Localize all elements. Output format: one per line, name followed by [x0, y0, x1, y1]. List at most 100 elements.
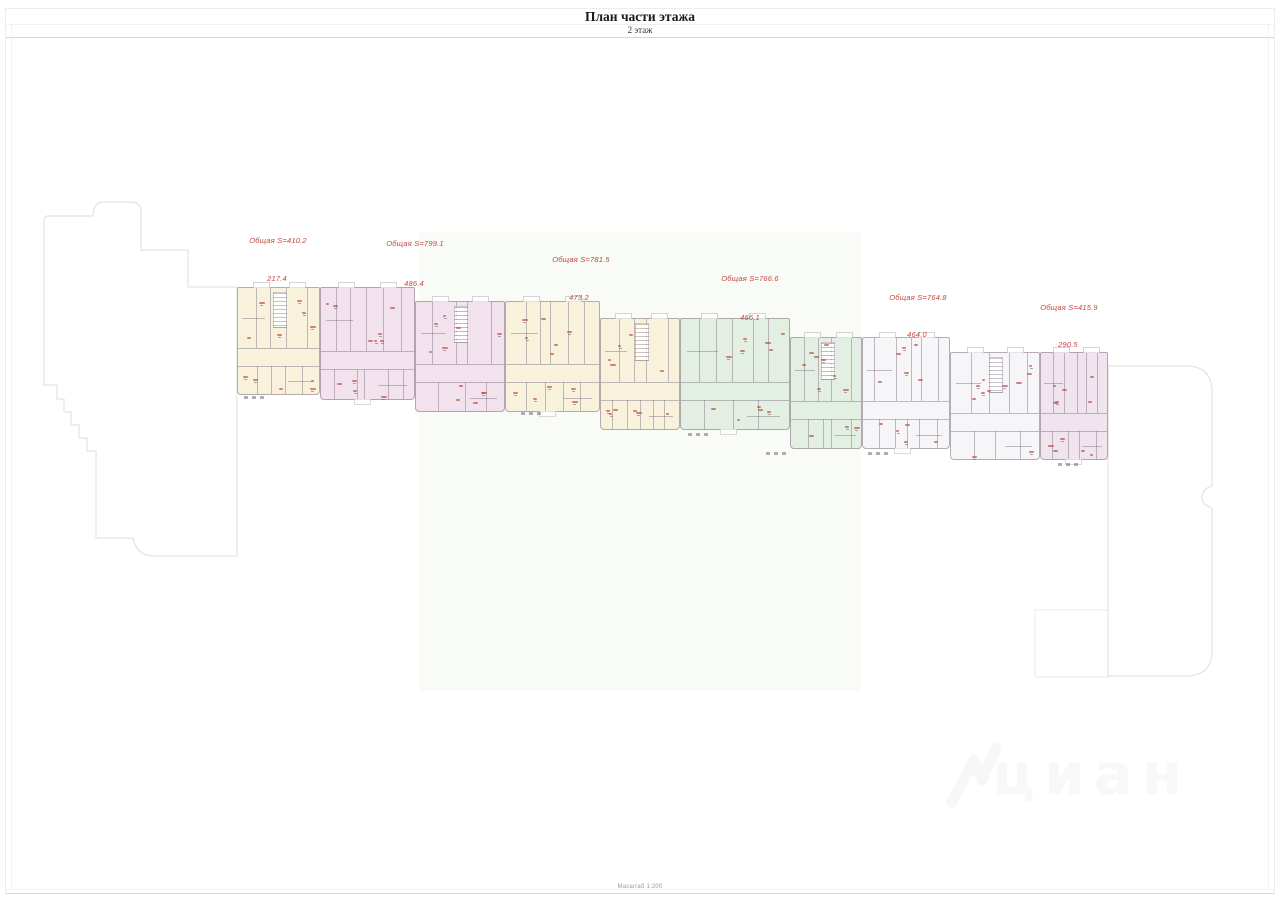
room-area-mark — [550, 353, 554, 355]
balcony-outline — [749, 313, 766, 319]
floor-subtitle: 2 этаж — [627, 25, 653, 35]
title-separator-line — [5, 37, 1275, 38]
room-area-mark — [443, 315, 446, 317]
room-area-mark — [380, 340, 384, 342]
room-dim-mark — [744, 341, 747, 343]
room-area-mark — [737, 419, 740, 421]
room-area-mark — [297, 300, 302, 302]
plan-section — [790, 332, 862, 449]
stairwell-hatch — [635, 323, 649, 361]
room-area-mark — [904, 372, 909, 374]
room-area-mark — [609, 413, 612, 415]
room-area-mark — [809, 435, 814, 437]
room-area-mark — [814, 356, 819, 358]
room-area-mark — [878, 381, 882, 383]
room-dim-mark — [514, 395, 517, 397]
room-dim-mark — [768, 414, 771, 416]
room-dim-mark — [905, 375, 908, 377]
balcony-outline — [1053, 347, 1070, 353]
room-area-mark — [259, 302, 265, 304]
balcony-outline — [894, 448, 911, 454]
room-dim-mark — [354, 393, 357, 395]
room-dim-mark — [260, 305, 263, 307]
room-area-mark — [608, 359, 611, 361]
page-title: План части этажа — [584, 9, 696, 24]
room-dim-mark — [278, 337, 281, 339]
room-dim-mark — [727, 359, 730, 361]
room-area-mark — [1090, 454, 1093, 456]
room-area-mark — [666, 413, 669, 415]
room-area-mark — [459, 385, 463, 387]
balcony-outline — [918, 332, 935, 338]
left-building-outline — [43, 201, 238, 557]
area-total-label: Общая S=781.5 — [552, 255, 610, 264]
room-area-mark — [845, 426, 849, 428]
area-total-label: Общая S=766.6 — [721, 274, 779, 283]
room-area-mark — [554, 344, 558, 346]
balcony-outline — [804, 332, 821, 338]
stairwell-hatch — [273, 292, 287, 328]
room-area-mark — [758, 409, 763, 411]
area-part-label: 464.0 — [907, 330, 927, 339]
room-area-mark — [1029, 365, 1032, 367]
room-area-mark — [914, 344, 918, 346]
plan-section — [680, 313, 790, 435]
room-area-mark — [636, 412, 642, 414]
balcony-outline — [879, 332, 896, 338]
room-area-mark — [629, 334, 633, 336]
room-area-mark — [972, 456, 977, 458]
room-area-mark — [726, 356, 732, 358]
area-total-label: Общая S=410.2 — [249, 236, 307, 245]
plan-section — [415, 296, 505, 412]
balcony-outline — [289, 282, 306, 288]
room-dim-mark — [444, 318, 447, 320]
room-dim-mark — [548, 389, 551, 391]
room-area-mark — [513, 392, 518, 394]
room-area-mark — [1062, 389, 1067, 391]
room-area-mark — [1088, 401, 1092, 403]
grid-tick-marks — [868, 452, 894, 456]
room-dim-mark — [311, 391, 314, 393]
balcony-outline — [836, 332, 853, 338]
room-area-mark — [547, 386, 552, 388]
room-area-mark — [757, 406, 761, 408]
area-part-label: 290.5 — [1058, 340, 1078, 349]
room-area-mark — [368, 340, 373, 342]
balcony-outline — [1065, 459, 1082, 465]
room-area-mark — [333, 305, 338, 307]
room-dim-mark — [897, 433, 900, 435]
room-dim-mark — [334, 308, 337, 310]
room-area-mark — [743, 338, 747, 340]
grid-tick-marks — [688, 433, 714, 437]
room-dim-mark — [534, 401, 537, 403]
room-area-mark — [353, 390, 357, 392]
room-area-mark — [1027, 373, 1032, 375]
room-area-mark — [740, 350, 745, 352]
balcony-outline — [701, 313, 718, 319]
room-dim-mark — [572, 391, 575, 393]
room-area-mark — [1053, 385, 1056, 387]
room-dim-mark — [498, 336, 501, 338]
grid-tick-marks — [521, 412, 547, 416]
room-area-mark — [769, 349, 773, 351]
balcony-outline — [354, 399, 371, 405]
right-building-step-outline — [1034, 609, 1110, 678]
room-dim-mark — [973, 459, 976, 461]
room-area-mark — [1053, 450, 1058, 452]
room-area-mark — [934, 441, 938, 443]
room-area-mark — [896, 430, 899, 432]
balcony-outline — [1083, 347, 1100, 353]
room-dim-mark — [303, 315, 306, 317]
room-area-mark — [243, 376, 248, 378]
room-dim-mark — [298, 303, 301, 305]
room-dim-mark — [855, 430, 858, 432]
room-dim-mark — [610, 416, 613, 418]
room-dim-mark — [619, 348, 622, 350]
frame-line — [1274, 8, 1275, 894]
room-area-mark — [247, 337, 251, 339]
room-dim-mark — [443, 350, 446, 352]
room-area-mark — [987, 390, 991, 392]
room-dim-mark — [903, 350, 906, 352]
balcony-outline — [253, 282, 270, 288]
room-area-mark — [618, 345, 621, 347]
